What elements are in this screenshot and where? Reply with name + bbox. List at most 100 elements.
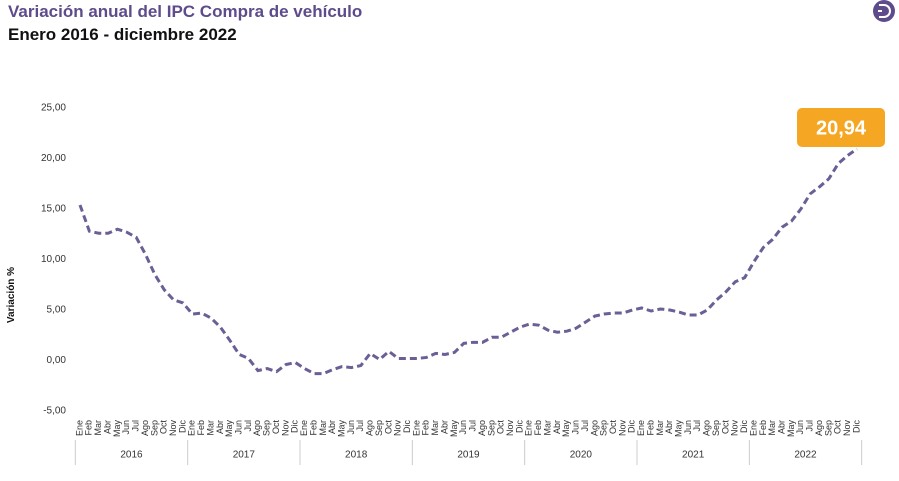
x-tick-label: Nov bbox=[730, 420, 740, 437]
x-tick-label: May bbox=[561, 420, 571, 438]
x-tick-label: Oct bbox=[720, 420, 730, 435]
x-tick-label: Dic bbox=[177, 420, 187, 433]
x-tick-label: May bbox=[674, 420, 684, 438]
x-tick-label: Jul bbox=[243, 420, 253, 432]
x-tick-label: Nov bbox=[393, 420, 403, 437]
x-tick-label: Jun bbox=[234, 420, 244, 435]
y-tick-label: 5,00 bbox=[47, 305, 67, 316]
x-tick-label: Nov bbox=[505, 420, 515, 437]
y-tick-label: 0,00 bbox=[47, 355, 67, 366]
x-tick-label: Ago bbox=[814, 420, 824, 436]
x-tick-label: May bbox=[786, 420, 796, 438]
x-tick-label: Oct bbox=[271, 420, 281, 435]
x-tick-label: Ene bbox=[74, 420, 84, 436]
x-tick-label: Mar bbox=[430, 420, 440, 436]
x-tick-label: Jun bbox=[121, 420, 131, 435]
x-tick-label: Sep bbox=[599, 420, 609, 436]
y-tick-label: -5,00 bbox=[43, 406, 66, 417]
x-tick-label: Abr bbox=[776, 420, 786, 434]
x-tick-label: Nov bbox=[617, 420, 627, 437]
x-tick-label: Ene bbox=[524, 420, 534, 436]
x-tick-label: Feb bbox=[533, 420, 543, 436]
x-tick-label: Sep bbox=[149, 420, 159, 436]
x-tick-label: Dic bbox=[402, 420, 412, 433]
y-tick-label: 15,00 bbox=[41, 204, 66, 215]
x-tick-label: Jul bbox=[355, 420, 365, 432]
x-tick-label: Ene bbox=[636, 420, 646, 436]
y-tick-label: 20,00 bbox=[41, 153, 66, 164]
x-tick-label: Oct bbox=[833, 420, 843, 435]
x-tick-label: Jun bbox=[683, 420, 693, 435]
x-tick-label: Sep bbox=[711, 420, 721, 436]
x-tick-label: Jun bbox=[458, 420, 468, 435]
x-tick-label: Ago bbox=[589, 420, 599, 436]
x-tick-label: Jul bbox=[580, 420, 590, 432]
x-tick-label: Jul bbox=[805, 420, 815, 432]
value-label-box bbox=[797, 108, 885, 147]
x-tick-label: Ago bbox=[365, 420, 375, 436]
x-tick-label: Dic bbox=[290, 420, 300, 433]
year-label: 2021 bbox=[682, 450, 705, 461]
value-label: 20,94 bbox=[816, 117, 867, 139]
x-tick-label: Mar bbox=[93, 420, 103, 436]
chart-title: Variación anual del IPC Compra de vehícu… bbox=[8, 2, 362, 21]
x-tick-label: Feb bbox=[196, 420, 206, 436]
x-tick-label: Oct bbox=[608, 420, 618, 435]
x-tick-label: Jun bbox=[795, 420, 805, 435]
x-tick-label: Abr bbox=[215, 420, 225, 434]
x-tick-label: Ago bbox=[477, 420, 487, 436]
x-tick-label: Ago bbox=[702, 420, 712, 436]
x-tick-label: Abr bbox=[552, 420, 562, 434]
year-label: 2022 bbox=[794, 450, 817, 461]
x-tick-label: Sep bbox=[374, 420, 384, 436]
x-tick-label: Nov bbox=[280, 420, 290, 437]
logo bbox=[873, 0, 895, 22]
x-tick-label: Oct bbox=[383, 420, 393, 435]
x-tick-label: Ene bbox=[299, 420, 309, 436]
x-tick-label: Sep bbox=[486, 420, 496, 436]
year-label: 2016 bbox=[120, 450, 143, 461]
x-tick-label: Jun bbox=[346, 420, 356, 435]
x-tick-label: Abr bbox=[327, 420, 337, 434]
x-tick-label: Dic bbox=[627, 420, 637, 433]
x-tick-label: May bbox=[449, 420, 459, 438]
x-tick-label: Feb bbox=[421, 420, 431, 436]
year-label: 2019 bbox=[457, 450, 480, 461]
x-tick-label: Jul bbox=[468, 420, 478, 432]
x-tick-label: Dic bbox=[514, 420, 524, 433]
y-axis-label: Variación % bbox=[6, 267, 17, 323]
data-line bbox=[78, 147, 858, 376]
y-tick-label: 25,00 bbox=[41, 103, 66, 114]
chart-subtitle: Enero 2016 - diciembre 2022 bbox=[8, 25, 237, 44]
x-tick-label: Ago bbox=[252, 420, 262, 436]
logo-glyph bbox=[878, 4, 891, 18]
x-tick-label: Mar bbox=[318, 420, 328, 436]
x-tick-label: Nov bbox=[168, 420, 178, 437]
x-tick-label: Ene bbox=[411, 420, 421, 436]
x-tick-label: Jul bbox=[692, 420, 702, 432]
x-tick-label: Mar bbox=[542, 420, 552, 436]
x-tick-label: Mar bbox=[767, 420, 777, 436]
x-tick-label: Abr bbox=[439, 420, 449, 434]
x-tick-label: Mar bbox=[205, 420, 215, 436]
x-tick-label: Ago bbox=[140, 420, 150, 436]
year-label: 2020 bbox=[570, 450, 593, 461]
x-tick-label: May bbox=[112, 420, 122, 438]
x-tick-label: Feb bbox=[308, 420, 318, 436]
x-tick-label: Oct bbox=[496, 420, 506, 435]
x-tick-label: Dic bbox=[851, 420, 861, 433]
x-tick-label: Ene bbox=[187, 420, 197, 436]
y-tick-label: 10,00 bbox=[41, 254, 66, 265]
x-tick-label: Abr bbox=[664, 420, 674, 434]
x-tick-label: Sep bbox=[823, 420, 833, 436]
x-tick-label: Feb bbox=[645, 420, 655, 436]
year-label: 2018 bbox=[345, 450, 368, 461]
x-tick-label: Sep bbox=[262, 420, 272, 436]
x-tick-label: May bbox=[336, 420, 346, 438]
x-tick-label: Jul bbox=[131, 420, 141, 432]
x-tick-label: May bbox=[224, 420, 234, 438]
x-tick-label: Jun bbox=[571, 420, 581, 435]
x-tick-label: Feb bbox=[84, 420, 94, 436]
x-tick-label: Abr bbox=[102, 420, 112, 434]
